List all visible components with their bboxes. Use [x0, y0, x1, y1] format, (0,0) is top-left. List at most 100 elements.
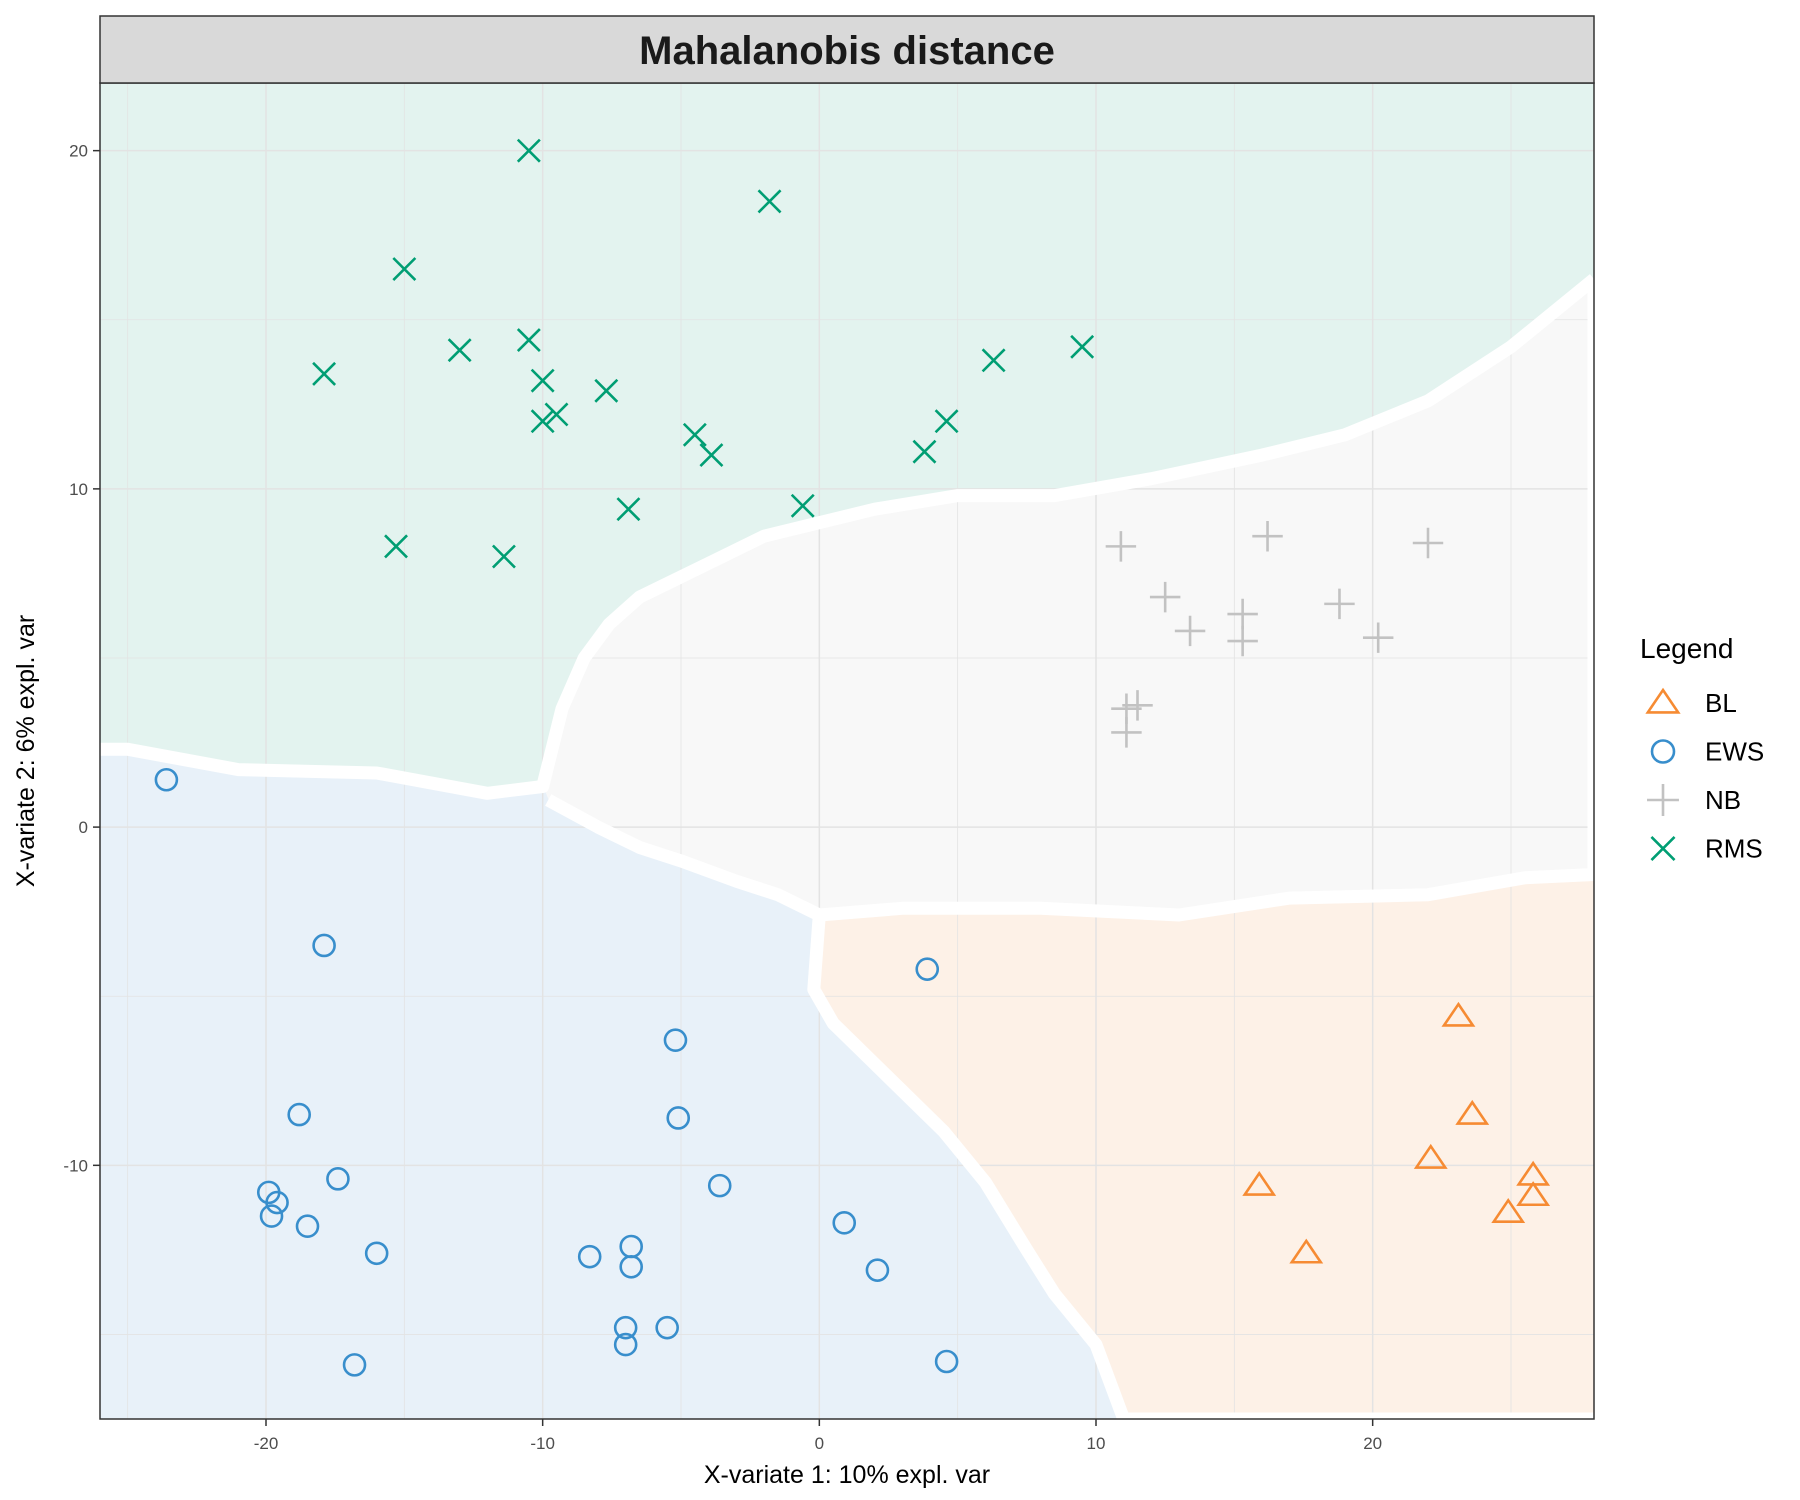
- title-strip: [99, 15, 1595, 84]
- y-axis-ticks: -10 0 10 20: [63, 142, 100, 1175]
- point-ews: [613, 1315, 638, 1340]
- data-points: [154, 138, 1551, 1377]
- point-ews: [619, 1254, 644, 1279]
- legend-key-bl: [1645, 687, 1681, 714]
- point-bl: [1413, 1143, 1448, 1169]
- point-ews: [613, 1332, 638, 1357]
- y-tick-label: -10: [63, 1156, 88, 1175]
- point-rms: [682, 422, 707, 447]
- point-ews: [666, 1106, 691, 1130]
- decision-regions: [99, 82, 1595, 1420]
- point-bl: [1441, 1001, 1476, 1027]
- legend-label: NB: [1705, 785, 1741, 815]
- point-ews: [295, 1214, 320, 1239]
- point-rms: [516, 138, 541, 163]
- point-ews: [364, 1241, 389, 1266]
- chart-title: Mahalanobis distance: [639, 29, 1055, 73]
- point-rms: [757, 189, 782, 214]
- point-bl: [1491, 1197, 1526, 1223]
- point-bl: [1242, 1170, 1277, 1196]
- point-rms: [981, 348, 1006, 373]
- x-tick-label: 0: [815, 1434, 824, 1453]
- point-nb: [1252, 521, 1283, 552]
- point-rms: [447, 338, 472, 363]
- legend-item-bl: BL: [1645, 687, 1737, 718]
- x-axis-title: X-variate 1: 10% expl. var: [704, 1461, 990, 1489]
- point-rms: [384, 534, 408, 559]
- point-ews: [934, 1349, 959, 1374]
- y-axis-title: X-variate 2: 6% expl. var: [12, 615, 40, 887]
- grid-lines: [100, 83, 1594, 1419]
- series-nb: [1105, 521, 1444, 748]
- point-rms: [516, 328, 541, 352]
- decision-boundaries: [100, 274, 1601, 1426]
- point-ews: [342, 1353, 367, 1377]
- point-ews: [326, 1167, 350, 1191]
- point-ews: [832, 1211, 857, 1235]
- x-tick-label: -20: [254, 1434, 279, 1453]
- boundary-upper: [100, 274, 1599, 800]
- series-bl: [1242, 1001, 1551, 1264]
- point-ews: [663, 1028, 688, 1052]
- legend-key-nb: [1647, 784, 1679, 816]
- point-rms: [594, 378, 619, 403]
- y-tick-label: 20: [69, 142, 88, 161]
- point-rms: [392, 257, 417, 281]
- legend-item-rms: RMS: [1650, 834, 1763, 864]
- legend-key-ews: [1650, 739, 1676, 764]
- point-rms: [312, 361, 337, 386]
- point-bl: [1289, 1238, 1324, 1264]
- legend-item-ews: EWS: [1650, 737, 1764, 767]
- series-rms: [312, 138, 1095, 569]
- point-nb: [1122, 690, 1153, 721]
- y-tick-label: 0: [79, 818, 88, 837]
- point-ews: [265, 1190, 289, 1215]
- point-nb: [1227, 625, 1258, 657]
- legend-items: BL EWS NB RMS: [1645, 687, 1764, 864]
- point-ews: [655, 1315, 679, 1340]
- legend-title: Legend: [1640, 633, 1733, 664]
- x-tick-label: 20: [1363, 1434, 1382, 1453]
- point-ews: [154, 767, 179, 792]
- legend: Legend BL EWS NB RMS: [1640, 633, 1764, 864]
- point-ews: [707, 1173, 732, 1198]
- point-rms: [530, 409, 555, 434]
- point-ews: [312, 933, 336, 958]
- x-tick-label: -10: [530, 1434, 555, 1453]
- legend-key-rms: [1650, 836, 1676, 861]
- y-tick-label: 10: [69, 480, 88, 499]
- point-ews: [865, 1258, 890, 1282]
- point-nb: [1105, 531, 1137, 562]
- series-ews: [154, 767, 959, 1377]
- point-rms: [491, 544, 516, 569]
- boundary-bl-ews: [807, 914, 1594, 1426]
- point-ews: [287, 1102, 312, 1127]
- point-ews: [915, 957, 940, 981]
- point-nb: [1174, 615, 1206, 647]
- point-nb: [1111, 717, 1142, 748]
- legend-label: BL: [1705, 688, 1737, 718]
- x-tick-label: 10: [1087, 1434, 1106, 1453]
- legend-item-nb: NB: [1647, 784, 1741, 816]
- point-ews: [259, 1204, 284, 1228]
- point-rms: [530, 368, 555, 393]
- point-rms: [912, 439, 937, 464]
- point-rms: [934, 409, 959, 434]
- x-axis-ticks: -20 -10 0 10 20: [254, 1419, 1382, 1453]
- point-rms: [790, 493, 815, 518]
- point-ews: [577, 1244, 602, 1269]
- point-nb: [1412, 527, 1444, 559]
- point-nb: [1227, 598, 1258, 630]
- point-bl: [1516, 1181, 1551, 1207]
- boundary-nb-lower: [545, 279, 1601, 922]
- point-rms: [616, 497, 641, 522]
- point-bl: [1455, 1099, 1490, 1125]
- point-nb: [1362, 622, 1394, 653]
- legend-label: EWS: [1705, 737, 1764, 767]
- point-nb: [1149, 581, 1181, 613]
- point-rms: [1070, 334, 1095, 359]
- point-nb: [1324, 588, 1355, 620]
- point-rms: [699, 443, 724, 467]
- legend-label: RMS: [1705, 834, 1763, 864]
